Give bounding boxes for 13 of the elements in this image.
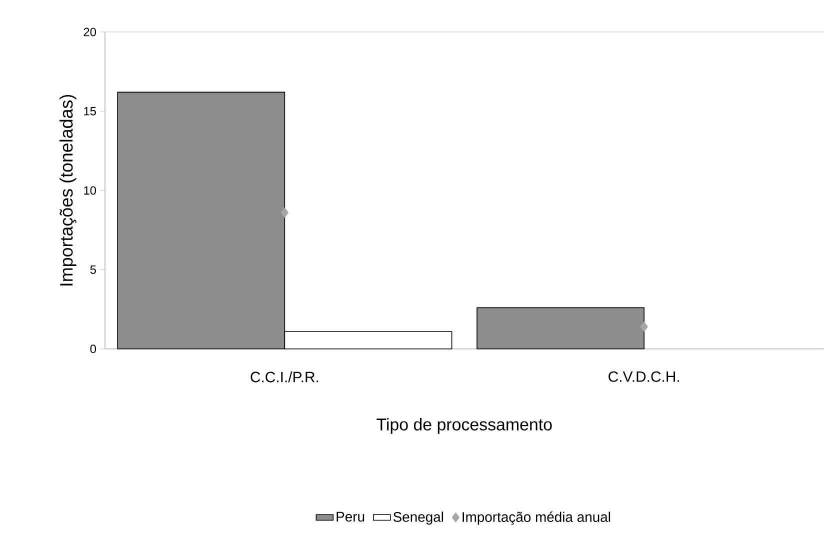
y-tick-label: 10 (84, 186, 96, 195)
y-tick-label: 5 (90, 266, 96, 274)
x-tick-label: C.V.D.C.H. (608, 371, 679, 382)
legend-label: Peru (336, 512, 364, 522)
legend-label: Importação média anual (462, 512, 610, 525)
y-axis-title: Importações (toneladas) (60, 95, 76, 286)
legend-label: Senegal (393, 512, 444, 525)
y-tick-label: 0 (90, 344, 96, 354)
x-axis-title: Tipo de processamento (376, 418, 552, 434)
bar (476, 307, 644, 350)
y-tick-label: 20 (84, 28, 96, 36)
x-tick-label: C.C.I./P.R. (250, 371, 318, 382)
y-tick-label: 15 (84, 107, 96, 116)
